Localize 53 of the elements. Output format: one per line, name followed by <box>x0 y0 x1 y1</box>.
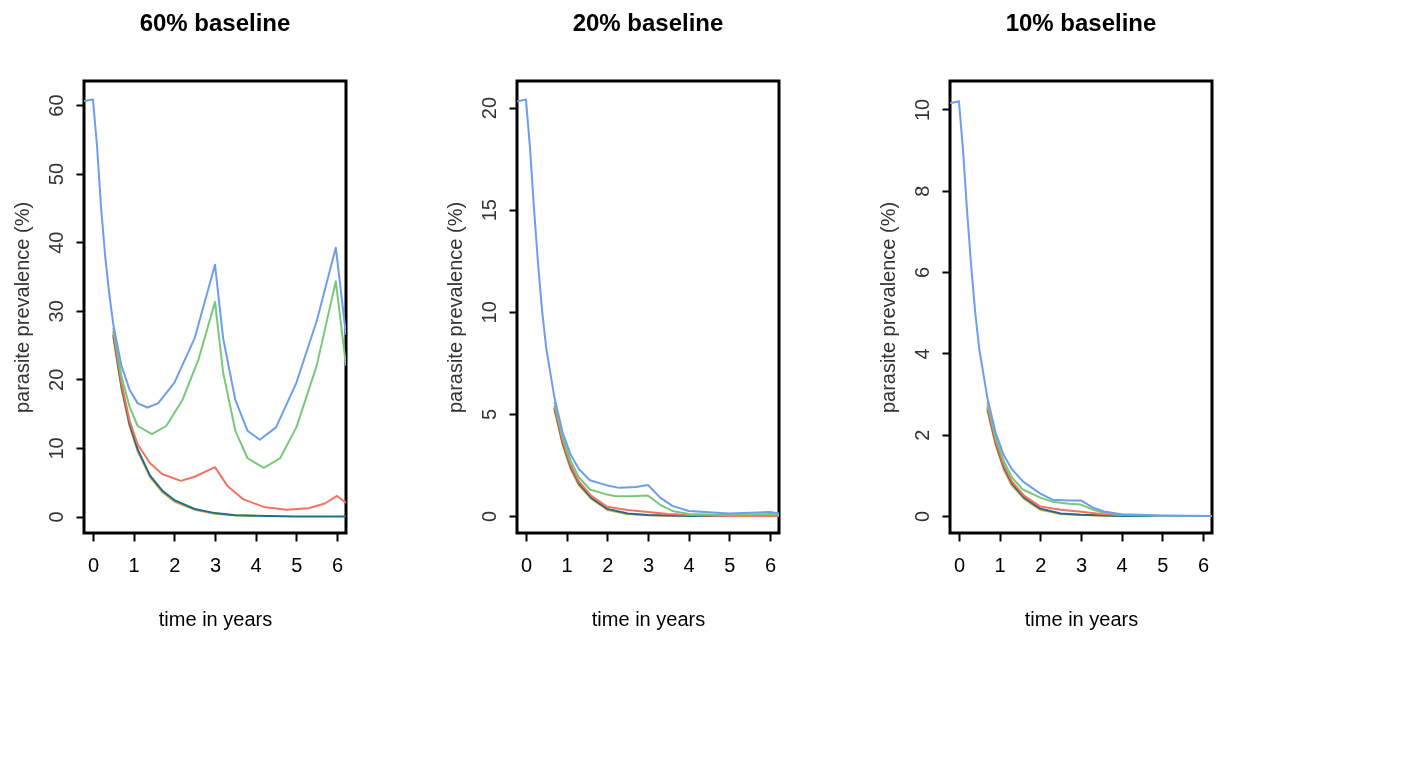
x-tick-label: 3 <box>209 553 222 576</box>
y-tick-label: 10 <box>910 98 933 122</box>
y-tick-label: 30 <box>44 300 67 323</box>
x-axis-title: time in years <box>1024 607 1139 630</box>
y-tick-label: 4 <box>910 348 933 360</box>
x-axis-title: time in years <box>591 607 706 630</box>
y-tick-label: 8 <box>910 185 933 197</box>
x-tick-label: 3 <box>642 553 655 576</box>
x-tick-label: 1 <box>561 553 573 576</box>
line-series <box>84 98 346 441</box>
x-tick-label: 3 <box>1075 553 1088 576</box>
x-tick-label: 5 <box>724 553 736 576</box>
x-tick-label: 4 <box>683 553 695 576</box>
x-tick-label: 0 <box>520 553 533 576</box>
chart-title: 60% baseline <box>139 9 291 36</box>
y-axis-title: parasite prevalence (%) <box>443 201 466 414</box>
y-tick-label: 20 <box>477 96 500 120</box>
y-tick-label: 40 <box>44 231 67 254</box>
y-tick-label: 6 <box>910 266 933 279</box>
x-tick-label: 5 <box>1157 553 1169 576</box>
y-tick-label: 0 <box>910 510 933 522</box>
y-tick-label: 50 <box>44 162 67 186</box>
y-tick-label: 0 <box>477 510 500 523</box>
y-tick-label: 5 <box>477 408 500 420</box>
x-tick-label: 4 <box>250 553 262 576</box>
x-tick-label: 6 <box>331 553 344 576</box>
line-series <box>517 98 779 515</box>
line-series <box>986 405 1123 517</box>
x-tick-label: 6 <box>764 553 777 576</box>
x-tick-label: 2 <box>169 553 181 576</box>
x-tick-label: 2 <box>1035 553 1047 576</box>
y-tick-label: 10 <box>44 437 67 460</box>
chart-title: 10% baseline <box>1005 9 1157 36</box>
x-tick-label: 0 <box>953 553 966 576</box>
x-tick-label: 1 <box>994 553 1006 576</box>
y-tick-label: 0 <box>44 511 67 523</box>
y-tick-label: 60 <box>44 94 67 117</box>
y-axis-title: parasite prevalence (%) <box>10 201 33 414</box>
y-tick-label: 10 <box>477 301 500 324</box>
line-series <box>950 100 1212 517</box>
line-series <box>112 280 346 469</box>
y-tick-label: 2 <box>910 429 933 441</box>
x-axis-title: time in years <box>158 607 273 630</box>
x-tick-label: 1 <box>128 553 140 576</box>
x-tick-label: 6 <box>1197 553 1210 576</box>
x-tick-label: 5 <box>291 553 303 576</box>
y-tick-label: 15 <box>477 199 500 222</box>
y-axis-title: parasite prevalence (%) <box>876 201 899 414</box>
chart-title: 20% baseline <box>572 9 724 36</box>
x-tick-label: 0 <box>87 553 100 576</box>
y-tick-label: 20 <box>44 368 67 391</box>
x-tick-label: 4 <box>1116 553 1128 576</box>
x-tick-label: 2 <box>602 553 614 576</box>
